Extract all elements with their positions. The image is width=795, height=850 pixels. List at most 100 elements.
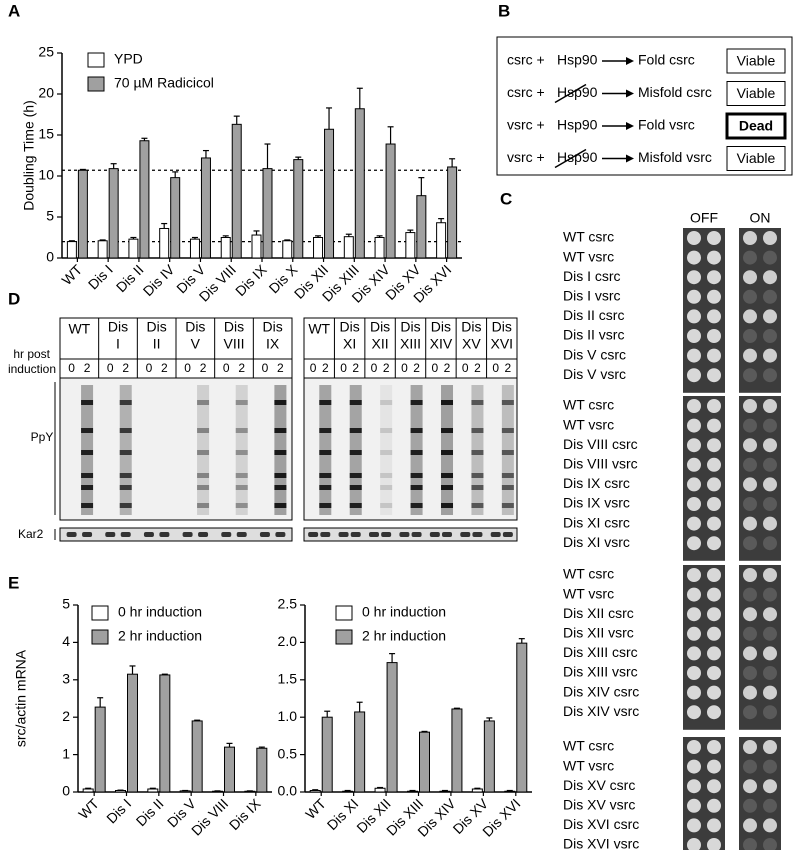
y-tick-label: 1.5 xyxy=(278,671,298,687)
strain-label: WT vsrc xyxy=(563,248,614,264)
strain-header: Dis xyxy=(400,319,420,335)
yeast-spot xyxy=(687,477,701,492)
yeast-spot xyxy=(707,740,721,754)
timepoint: 2 xyxy=(474,361,481,375)
bar xyxy=(115,790,126,793)
legend-label: 0 hr induction xyxy=(362,604,446,620)
timepoint: 2 xyxy=(322,361,329,375)
strain-label: Dis II vsrc xyxy=(563,327,624,343)
bar xyxy=(224,746,235,793)
ppy-band xyxy=(197,400,210,405)
timepoint: 0 xyxy=(107,361,114,375)
result-box xyxy=(725,112,787,140)
yeast-spot xyxy=(707,497,721,511)
legend-swatch xyxy=(335,629,353,645)
yeast-spot xyxy=(707,536,721,551)
ppy-band xyxy=(119,485,132,490)
ppy-band xyxy=(410,400,423,405)
bar xyxy=(282,240,293,259)
kar2-band xyxy=(182,532,193,537)
ppy-band xyxy=(471,485,484,490)
ppy-band xyxy=(81,428,94,433)
bar xyxy=(451,708,463,793)
strain-label: Dis XV vsrc xyxy=(563,797,635,813)
y-tick-label: 2.0 xyxy=(278,633,298,649)
substrate: csrc + xyxy=(507,52,545,68)
ppy-band xyxy=(235,450,248,455)
panel-label: C xyxy=(500,189,512,208)
bar xyxy=(97,240,108,259)
yeast-spot xyxy=(763,759,777,774)
yeast-spot xyxy=(707,798,721,813)
yeast-spot xyxy=(743,568,757,582)
yeast-spot xyxy=(687,329,701,343)
timepoint: 0 xyxy=(146,361,153,375)
ppy-band xyxy=(501,473,514,478)
ppy-band xyxy=(119,503,132,508)
yeast-spot xyxy=(687,626,701,641)
bar xyxy=(407,790,418,793)
ppy-band xyxy=(319,450,332,455)
yeast-spot xyxy=(763,418,777,433)
yeast-spot xyxy=(707,477,721,492)
ppy-band xyxy=(319,400,332,405)
yeast-spot xyxy=(707,516,721,531)
yeast-spot xyxy=(687,418,701,433)
yeast-spot xyxy=(743,685,757,700)
legend-swatch xyxy=(87,52,105,68)
row-header: induction xyxy=(8,362,56,376)
yeast-spot xyxy=(687,368,701,383)
arrow-head xyxy=(626,122,634,130)
ppy-band xyxy=(81,400,94,405)
y-tick-label: 5 xyxy=(46,208,54,224)
kar2-band xyxy=(429,532,440,537)
yeast-spot xyxy=(687,685,701,700)
timepoint: 0 xyxy=(68,361,75,375)
bar xyxy=(416,195,427,259)
strain-label: Dis XVI vsrc xyxy=(563,836,639,850)
yeast-spot xyxy=(763,270,777,285)
outcome: Fold csrc xyxy=(638,52,695,68)
y-tick-label: 0 xyxy=(62,783,70,799)
ppy-band xyxy=(501,428,514,433)
timepoint: 0 xyxy=(262,361,269,375)
kar2-band xyxy=(350,532,361,537)
yeast-spot xyxy=(743,587,757,602)
x-tick-label: Dis I xyxy=(103,795,134,826)
kar2-band xyxy=(198,532,209,537)
kar2-band xyxy=(381,532,392,537)
strain-header: XVI xyxy=(490,336,513,352)
yeast-spot xyxy=(707,457,721,472)
timepoint: 0 xyxy=(310,361,317,375)
timepoint: 2 xyxy=(84,361,91,375)
ppy-band xyxy=(471,473,484,478)
ppy-band xyxy=(380,503,393,508)
ppy-band xyxy=(119,400,132,405)
column-header: OFF xyxy=(690,210,718,226)
yeast-spot xyxy=(743,838,757,850)
strain-label: WT vsrc xyxy=(563,757,614,773)
ppy-smear xyxy=(197,385,210,515)
blot-kar2 xyxy=(59,527,293,542)
ppy-band xyxy=(441,473,454,478)
panel-label: E xyxy=(8,573,19,592)
ppy-band xyxy=(197,473,210,478)
bar xyxy=(244,790,256,793)
strain-label: WT vsrc xyxy=(563,585,614,601)
strain-header: XII xyxy=(372,336,389,352)
ppy-band xyxy=(319,428,332,433)
ppy-band xyxy=(441,428,454,433)
ppy-band xyxy=(119,450,132,455)
timepoint: 0 xyxy=(431,361,438,375)
yeast-spot xyxy=(763,289,777,304)
ppy-band xyxy=(197,428,210,433)
strain-header: Dis xyxy=(108,319,128,335)
yeast-spot xyxy=(687,270,701,285)
strain-label: Dis XIV csrc xyxy=(563,683,639,699)
yeast-spot xyxy=(763,438,777,453)
chaperone: Hsp90 xyxy=(557,117,598,133)
y-tick-label: 2.5 xyxy=(278,596,298,612)
ppy-band xyxy=(501,400,514,405)
yeast-spot xyxy=(687,705,701,720)
chaperone: Hsp90 xyxy=(557,52,598,68)
